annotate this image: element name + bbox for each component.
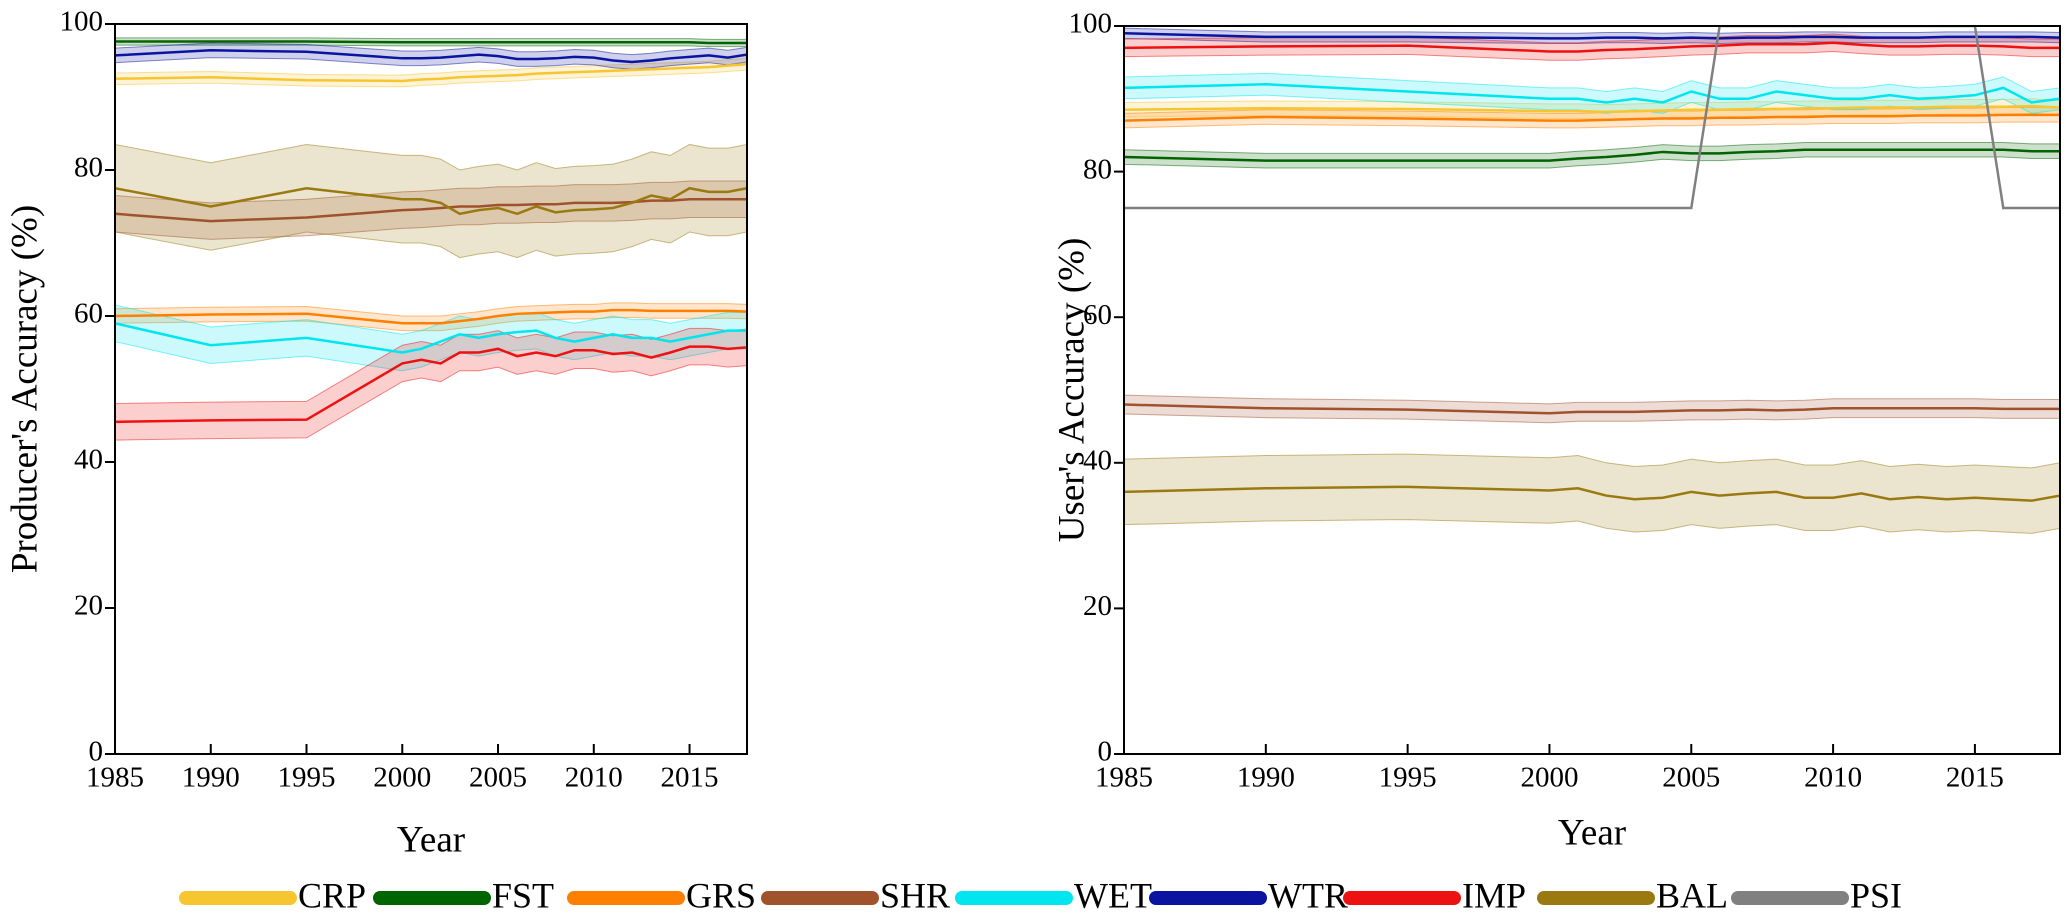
x-tick-label: 2005 — [1662, 762, 1720, 794]
legend-label: CRP — [298, 875, 366, 915]
series-line — [115, 62, 747, 83]
y-tick-label: 80 — [74, 152, 103, 184]
series-line — [115, 308, 747, 325]
x-tick-label: 2010 — [1804, 762, 1862, 794]
legend-label: WTR — [1268, 875, 1348, 915]
legend-label: GRS — [686, 875, 756, 915]
error-band — [1124, 394, 2060, 424]
error-band — [1124, 141, 2060, 169]
legend-label: BAL — [1656, 875, 1728, 915]
series-line — [1124, 26, 2060, 210]
y-tick-label: 20 — [74, 590, 103, 622]
series-line — [1124, 403, 2060, 415]
error-band — [115, 327, 747, 441]
series-line — [115, 322, 747, 354]
series-line — [1124, 113, 2060, 122]
plot-area — [1124, 26, 2060, 534]
x-tick-label: 2005 — [469, 762, 527, 794]
series-line — [115, 186, 747, 216]
y-tick-label: 40 — [74, 444, 103, 476]
legend-label: IMP — [1462, 875, 1526, 915]
legend-label: SHR — [880, 875, 950, 915]
series-line — [1124, 485, 2060, 502]
x-tick-label: 2015 — [1946, 762, 2004, 794]
series-line — [1124, 82, 2060, 104]
y-axis-label: User's Accuracy (%) — [1051, 238, 1092, 543]
legend-label: WET — [1074, 875, 1152, 915]
x-tick-label: 1995 — [278, 762, 336, 794]
error-band — [1124, 453, 2060, 534]
series-line — [115, 40, 747, 45]
series-line — [1124, 104, 2060, 114]
y-tick-label: 60 — [1083, 299, 1112, 331]
x-tick-label: 2010 — [565, 762, 623, 794]
error-band — [115, 42, 747, 70]
x-tick-label: 1990 — [182, 762, 240, 794]
x-tick-label: 2015 — [661, 762, 719, 794]
y-tick-label: 40 — [1083, 444, 1112, 476]
error-band — [115, 302, 747, 332]
plot-frame — [1123, 25, 2061, 755]
x-tick-label: 1985 — [86, 762, 144, 794]
plot-frame — [114, 23, 748, 755]
y-tick-label: 0 — [1098, 736, 1113, 768]
y-tick-label: 80 — [1083, 153, 1112, 185]
y-tick-label: 60 — [74, 298, 103, 330]
legend-label: FST — [492, 875, 554, 915]
legend-label: PSI — [1850, 875, 1902, 915]
y-tick-label: 20 — [1083, 590, 1112, 622]
x-tick-label: 1985 — [1095, 762, 1153, 794]
x-tick-label: 2000 — [1520, 762, 1578, 794]
x-axis-label: Year — [397, 819, 465, 860]
series-line — [1124, 148, 2060, 162]
series-line — [115, 197, 747, 223]
error-band — [115, 180, 747, 240]
series-line — [1124, 32, 2060, 40]
x-axis-label: Year — [1558, 812, 1626, 853]
y-tick-label: 0 — [89, 736, 104, 768]
series-line — [115, 49, 747, 64]
series-line — [1124, 41, 2060, 53]
x-tick-label: 1995 — [1379, 762, 1437, 794]
series-line — [115, 345, 747, 424]
plot-area — [115, 37, 747, 441]
error-band — [1124, 27, 2060, 44]
x-tick-label: 1990 — [1237, 762, 1295, 794]
y-axis-label: Producer's Accuracy (%) — [4, 205, 45, 573]
y-tick-label: 100 — [60, 6, 104, 38]
x-tick-label: 2000 — [373, 762, 431, 794]
y-tick-label: 100 — [1069, 8, 1113, 40]
